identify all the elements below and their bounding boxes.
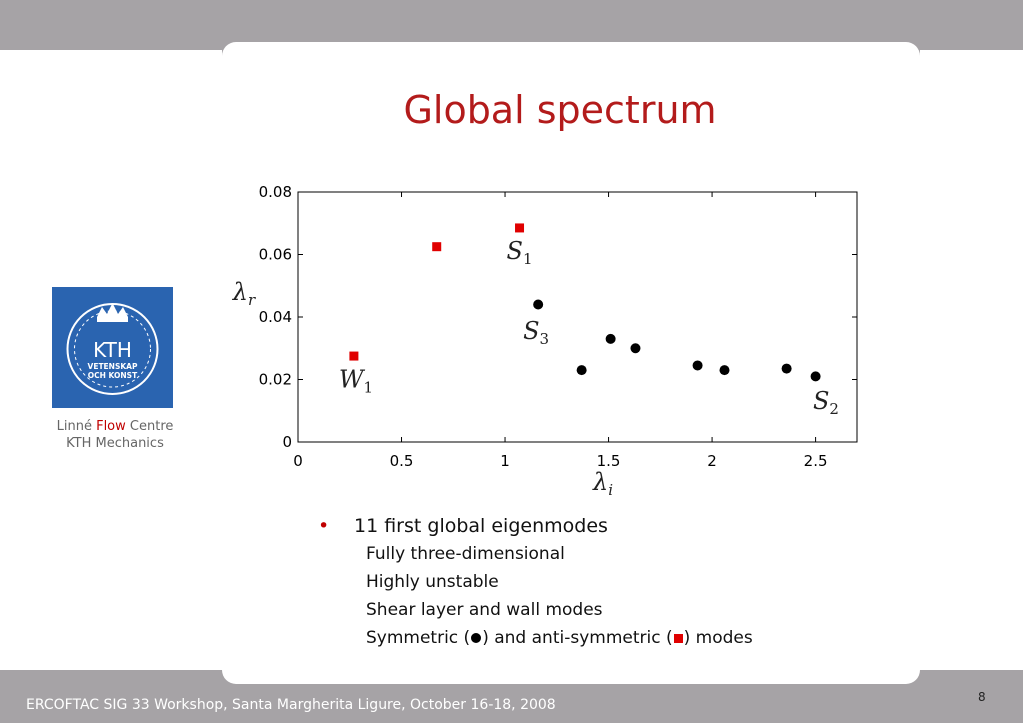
bullet-sub-4: Symmetric ( ) and anti-symmetric ( ) modes — [318, 624, 878, 652]
mode-label-s3: S3 — [523, 317, 549, 348]
symmetric-mode-point — [719, 365, 730, 376]
x-tick-label: 0.5 — [390, 452, 414, 470]
mode-label-sub: 3 — [540, 330, 550, 348]
y-tick-label: 0.06 — [259, 246, 292, 264]
circle-marker-icon — [471, 633, 482, 643]
top-band — [0, 0, 1023, 50]
mode-label-sub: 1 — [364, 378, 374, 396]
x-tick-label: 2 — [707, 452, 717, 470]
mode-label-w1: W1 — [339, 365, 373, 396]
symmetric-mode-point — [576, 365, 587, 376]
antisymmetric-mode-point — [349, 351, 359, 361]
mode-label-base: S — [507, 237, 523, 265]
bullet-main: • 11 first global eigenmodes — [318, 512, 878, 540]
symmetric-mode-point — [630, 343, 641, 354]
y-tick-label: 0.08 — [259, 183, 292, 201]
x-tick-label: 1 — [500, 452, 510, 470]
antisymmetric-mode-point — [432, 242, 442, 252]
bullet-dot-icon: • — [318, 515, 330, 537]
kth-logo: KTH VETENSKAP OCH KONST — [52, 287, 173, 408]
symmetric-mode-point — [605, 333, 616, 344]
x-tick-label: 1.5 — [597, 452, 621, 470]
y-axis-label: λr — [232, 278, 256, 309]
slide-title: Global spectrum — [403, 88, 717, 132]
logo-text-line2: OCH KONST — [88, 371, 138, 380]
caption-centre: Centre — [129, 419, 174, 434]
symmetric-mode-point — [692, 360, 703, 371]
caption-mechanics: KTH Mechanics — [66, 436, 164, 451]
footer-text: ERCOFTAC SIG 33 Workshop, Santa Margheri… — [26, 697, 556, 713]
bullet-sub-3: Shear layer and wall modes — [366, 600, 603, 620]
antisymmetric-label: ) and anti-symmetric ( — [482, 628, 673, 648]
symmetric-mode-point — [533, 299, 544, 310]
square-marker-icon — [673, 633, 683, 643]
bullet-sub-1: Fully three-dimensional — [366, 544, 565, 564]
right-panel — [920, 50, 1023, 670]
mode-label-sub: 1 — [523, 250, 533, 268]
x-tick-label: 2.5 — [804, 452, 828, 470]
page-number: 8 — [978, 690, 986, 704]
symmetric-label: Symmetric ( — [366, 628, 471, 648]
y-tick-label: 0 — [282, 433, 292, 451]
x-tick-label: 0 — [293, 452, 303, 470]
data-points — [349, 223, 821, 382]
symmetric-mode-point — [810, 371, 821, 382]
x-axis-label: λi — [592, 468, 613, 499]
plot-area — [297, 191, 858, 443]
antisymmetric-mode-point — [515, 223, 525, 233]
mode-label-base: S — [523, 317, 539, 345]
symmetric-mode-point — [781, 363, 792, 374]
kth-seal-icon: KTH VETENSKAP OCH KONST — [66, 303, 159, 395]
mode-label-s1: S1 — [507, 237, 533, 268]
logo-text-main: KTH — [93, 338, 132, 362]
mode-label-base: W — [339, 365, 366, 393]
y-tick-label: 0.04 — [259, 308, 292, 326]
mode-label-base: S — [813, 387, 829, 415]
mode-label-s2: S2 — [813, 387, 839, 418]
caption-linne: Linné — [56, 419, 92, 434]
caption-flow: Flow — [96, 419, 126, 434]
logo-text-line1: VETENSKAP — [88, 362, 138, 371]
modes-label: ) modes — [683, 628, 753, 648]
y-tick-label: 0.02 — [259, 371, 292, 389]
bullet-main-text: 11 first global eigenmodes — [354, 515, 608, 537]
axis-ticks: 0 0.5 1 1.5 2 2.5 0 0.02 0.04 0.06 0.08 — [259, 183, 857, 470]
logo-caption: Linné Flow Centre KTH Mechanics — [40, 418, 190, 452]
mode-label-sub: 2 — [829, 400, 839, 418]
bullet-sub-2: Highly unstable — [366, 572, 499, 592]
bullet-list: • 11 first global eigenmodes Fully three… — [318, 512, 878, 652]
